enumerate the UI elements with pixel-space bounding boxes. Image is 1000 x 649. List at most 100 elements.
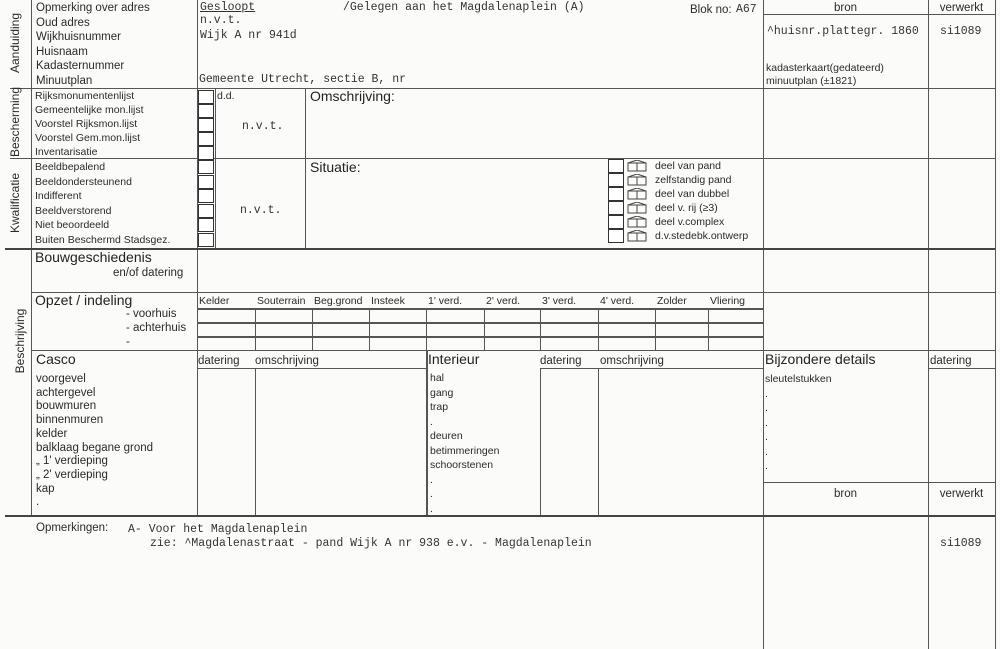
status-value: Gesloopt [200,1,256,14]
casco-item: achtergevel [36,386,96,399]
opzet-cell[interactable] [427,324,483,335]
kwalificatie-label: Beeldbepalend [35,161,106,173]
opzet-cell[interactable] [313,324,368,335]
bouwgeschiedenis-sub: en/of datering [113,267,184,279]
opzet-cell[interactable] [656,324,707,335]
opzet-cell[interactable] [313,338,368,349]
opzet-column-header: Vliering [710,295,746,307]
opzet-cell[interactable] [541,324,597,335]
situatie-option-label: d.v.stedebk.ontwerp [655,230,749,242]
bescherming-checkbox[interactable] [198,146,214,160]
opzet-cell[interactable] [198,310,254,321]
opzet-cell[interactable] [370,338,425,349]
opzet-column-header: 3' verd. [542,295,577,307]
situatie-checkbox[interactable] [608,201,624,215]
opzet-cell[interactable] [485,310,539,321]
wijkhuisnummer-value: Wijk A nr 941d [200,29,297,42]
kwalificatie-checkbox[interactable] [198,232,214,247]
blok-label: Blok no: [690,4,732,16]
opzet-column-header: Souterrain [257,295,306,307]
situatie-checkbox[interactable] [608,159,624,173]
detached-building-icon [627,174,647,186]
opzet-cell[interactable] [599,338,654,349]
kwalificatie-checkbox[interactable] [198,160,214,174]
opmerkingen-label: Opmerkingen: [36,522,109,534]
opzet-cell[interactable] [485,338,539,349]
opzet-cell[interactable] [370,310,425,321]
opzet-cell[interactable] [709,338,762,349]
kwalificatie-checkbox[interactable] [198,218,214,232]
situatie-heading: Situatie: [310,159,361,175]
kwalificatie-checkbox[interactable] [198,203,214,218]
semi-detached-icon [627,188,647,200]
opzet-cell[interactable] [541,338,597,349]
aanduiding-label: Huisnaam [36,45,88,58]
aanduiding-label: Opmerking over adres [36,2,150,14]
opzet-cell[interactable] [709,324,762,335]
opzet-cell[interactable] [256,338,311,349]
bescherming-label: Inventarisatie [35,146,98,158]
casco-item: balklaag begane grond [36,441,154,454]
part-building-icon [627,160,647,172]
casco-item: binnenmuren [36,414,104,427]
kwalificatie-checkbox[interactable] [198,174,214,189]
kwalificatie-label: Indifferent [35,190,82,202]
opzet-cell[interactable] [541,310,597,321]
blok-value: A67 [736,3,757,16]
section-kwalificatie: Kwalificatie [8,172,22,234]
opzet-cell[interactable] [370,324,425,335]
opzet-cell[interactable] [198,338,254,349]
urban-design-icon [627,230,647,242]
opzet-cell[interactable] [709,310,762,321]
opzet-cell[interactable] [313,310,368,321]
opzet-cell[interactable] [427,338,483,349]
opzet-column-header: Beg.grond [314,295,363,307]
bescherming-checkbox[interactable] [198,132,214,146]
situatie-checkbox[interactable] [608,187,624,201]
bescherming-checkbox[interactable] [198,90,214,104]
situatie-checkbox[interactable] [608,229,624,243]
verwerkt-header: verwerkt [939,2,984,14]
opzet-cell[interactable] [256,324,311,335]
casco-item: kap [36,482,55,495]
opzet-cell[interactable] [599,324,654,335]
opzet-cell[interactable] [599,310,654,321]
kwalificatie-label: Beeldondersteunend [35,175,132,188]
bescherming-checkbox[interactable] [198,118,214,132]
situatie-option-label: deel v. rij (≥3) [655,202,718,214]
bouwgeschiedenis-heading: Bouwgeschiedenis [35,249,152,265]
interieur-item: hal [430,372,445,384]
opzet-cell[interactable] [656,310,707,321]
situatie-checkbox[interactable] [608,215,624,229]
verwerkt-entry: si1089 [940,25,982,38]
casco-item: „ 2' verdieping [36,468,108,481]
interieur-item: deuren [430,430,463,442]
casco-item: kelder [36,427,68,440]
opzet-cell[interactable] [656,338,707,349]
bijzondere-verwerkt-header: verwerkt [939,488,984,500]
casco-item: voorgevel [36,373,86,385]
opzet-cell[interactable] [485,324,539,335]
opzet-cell[interactable] [427,310,483,321]
bijzondere-item: . [765,431,768,443]
casco-item: bouwmuren [36,400,97,413]
opzet-cell[interactable] [256,310,311,321]
bron-entry: minuutplan (±1821) [766,75,857,87]
opmerkingen-line1: A- Voor het Magdalenaplein [128,523,308,536]
bescherming-checkbox[interactable] [198,104,214,118]
opzet-column-header: 2' verd. [486,295,521,307]
situatie-checkbox[interactable] [608,173,624,187]
opzet-column-header: Insteek [371,295,405,307]
opzet-row-label: - voorhuis [126,308,177,320]
bijzondere-item: . [765,460,768,472]
casco-item: „ 1' verdieping [36,455,108,468]
bron-entry: ^huisnr.plattegr. 1860 [767,25,919,38]
interieur-item: betimmeringen [430,444,500,457]
row-house-icon [627,202,647,214]
opzet-cell[interactable] [198,324,254,335]
opmerkingen-verwerkt: si1089 [940,537,982,550]
kwalificatie-checkbox[interactable] [198,189,214,203]
situatie-option-label: deel v.complex [655,216,725,228]
opzet-column-header: 1' verd. [428,295,463,307]
